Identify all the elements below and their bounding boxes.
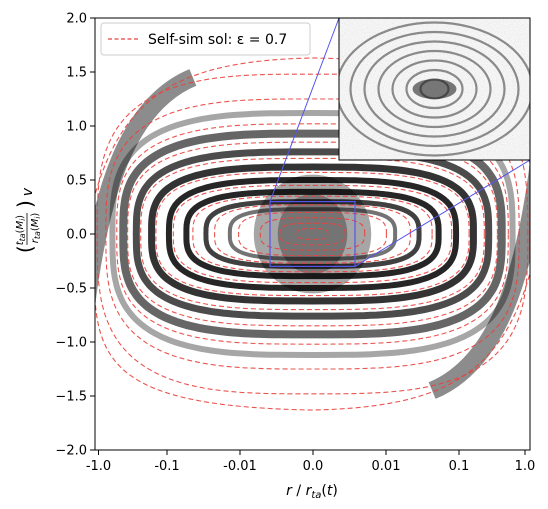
y-tick-label: −0.5 [55, 282, 87, 297]
self-similar-curve-6 [172, 184, 453, 284]
inset-particle-scatter [339, 21, 530, 157]
legend: Self-sim sol: ε = 0.7 [100, 22, 311, 56]
inset-core [412, 79, 457, 99]
particle-core-inner [277, 194, 348, 274]
y-tick-label: 0.0 [66, 228, 87, 243]
zoom-inset [338, 17, 531, 161]
self-similar-curve-7 [155, 171, 470, 297]
x-tick-label: -0.1 [154, 459, 179, 474]
y-tick-label: 2.0 [66, 12, 87, 27]
legend-entry-label: Self-sim sol: ε = 0.7 [148, 32, 287, 48]
y-tick-label: 0.5 [66, 174, 87, 189]
zoom-rectangle [269, 201, 356, 268]
svg-text:rta(Mi): rta(Mi) [30, 213, 42, 244]
inset-ring [405, 68, 464, 110]
particle-band-2 [183, 188, 442, 280]
y-tick-label: −1.0 [55, 336, 87, 351]
self-similar-curves [95, 57, 530, 411]
x-axis-ticks: -1.0 -0.1 -0.01 0.0 0.01 0.1 1.0 [86, 450, 536, 474]
self-similar-branch-bottom [95, 271, 530, 411]
particle-stream-right [428, 161, 530, 399]
x-tick-label: 0.0 [303, 459, 324, 474]
x-tick-label: 0.1 [449, 459, 470, 474]
particle-band-4 [148, 163, 477, 305]
x-tick-label: -1.0 [86, 459, 111, 474]
inset-ring [363, 40, 506, 138]
self-similar-curve-3 [238, 211, 387, 257]
x-tick-label: 1.0 [515, 459, 536, 474]
self-similar-curve-1 [279, 222, 346, 246]
self-similar-curve-0 [296, 228, 329, 240]
particle-core [253, 174, 372, 294]
y-tick-label: −1.5 [55, 390, 87, 405]
zoom-connector-lower [354, 159, 531, 267]
svg-text:)v: )v [13, 187, 37, 208]
particle-band-0 [227, 207, 398, 261]
x-tick-label: 0.01 [372, 459, 401, 474]
inset-ring [391, 59, 478, 119]
inset-ring [339, 21, 530, 157]
inset-ring [349, 30, 520, 148]
self-similar-curve-2 [259, 217, 366, 251]
y-axis-label: (tta(Mi) rta(Mi) )v [13, 187, 42, 253]
y-tick-label: 1.5 [66, 66, 87, 81]
particle-band-3 [165, 177, 460, 291]
y-axis-ticks: −2.0 −1.5 −1.0 −0.5 0.0 0.5 1.0 1.5 2.0 [55, 12, 95, 459]
self-similar-curve-11 [105, 98, 520, 370]
particle-band-1 [203, 199, 422, 269]
svg-text:(tta(Mi): (tta(Mi) [13, 215, 37, 253]
inset-ring [377, 49, 492, 129]
y-tick-label: 1.0 [66, 120, 87, 135]
y-tick-label: −2.0 [55, 444, 87, 459]
zoom-connector-upper [269, 17, 340, 202]
particle-stream-left [95, 69, 197, 307]
x-axis-label: r / rta(t) [286, 483, 338, 501]
x-tick-label: -0.01 [223, 459, 257, 474]
zoom-region-box [269, 17, 531, 268]
self-similar-curve-4 [214, 204, 411, 264]
